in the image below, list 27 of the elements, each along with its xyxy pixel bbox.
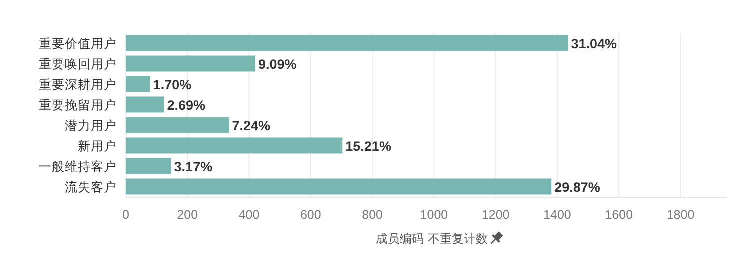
y-tick-label: 重要挽留用户	[39, 97, 117, 112]
x-tick-label: 1400	[544, 208, 572, 222]
y-tick-label: 流失客户	[65, 179, 117, 194]
annotation: 2.69%	[167, 98, 206, 113]
annotation: 1.70%	[153, 77, 192, 92]
x-tick-label: 800	[362, 208, 384, 222]
x-axis-title: 成员编码 不重复计数	[376, 232, 488, 246]
y-tick-label: 重要唤回用户	[39, 56, 117, 72]
y-tick-label: 重要深耕用户	[39, 76, 117, 92]
annotation: 31.04%	[571, 36, 618, 52]
annotation: 15.21%	[346, 138, 392, 154]
x-tick-label: 0	[122, 208, 130, 222]
x-tick-label: 1200	[482, 208, 510, 222]
x-tick-label: 400	[238, 208, 260, 222]
y-tick-label: 一般维持客户	[39, 158, 117, 174]
x-tick-label: 1800	[666, 208, 695, 222]
y-tick-label: 新用户	[78, 138, 117, 154]
x-tick-label: 600	[300, 208, 322, 222]
annotation: 29.87%	[554, 180, 600, 195]
annotation: 3.17%	[174, 159, 213, 174]
x-tick-label: 1600	[605, 208, 634, 222]
y-tick-label: 潜力用户	[65, 118, 117, 133]
x-tick-label: 1000	[420, 208, 448, 222]
x-tick-label: 200	[177, 208, 198, 222]
y-tick-label: 重要价值用户	[39, 36, 117, 51]
annotation: 7.24%	[232, 118, 271, 134]
annotation: 9.09%	[258, 56, 297, 72]
